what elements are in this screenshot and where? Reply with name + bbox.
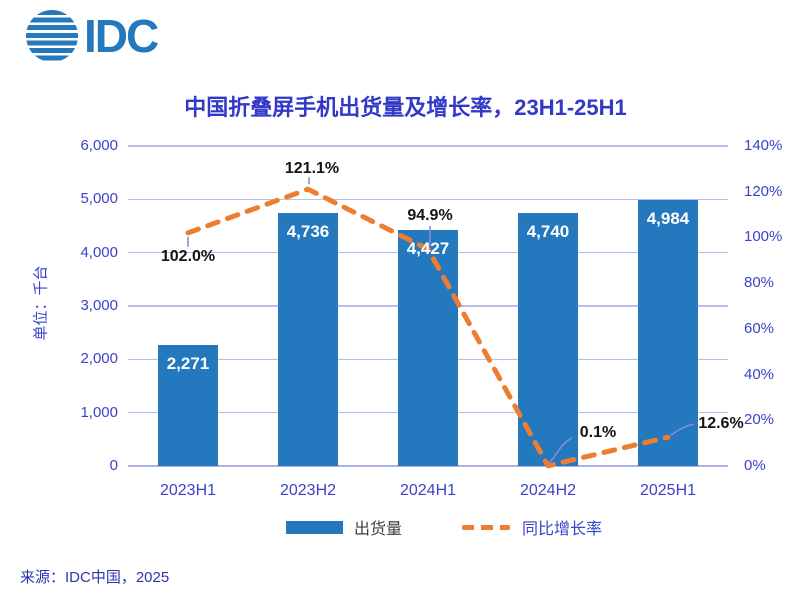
shipment-bar [398, 229, 458, 466]
shipment-bar [638, 200, 698, 466]
left-axis-tick-label: 5,000 [80, 190, 118, 208]
right-axis-tick-label: 140% [744, 137, 783, 154]
shipment-bar [518, 213, 578, 466]
x-axis-category-label: 2024H2 [519, 482, 577, 499]
dashed-line-swatch-icon [462, 524, 511, 530]
growth-rate-value-label: 121.1% [284, 160, 340, 178]
right-axis-tick-label: 100% [744, 228, 783, 246]
bar-swatch-icon [286, 520, 343, 534]
bar-value-label: 4,984 [646, 209, 690, 229]
bar-value-label: 4,740 [526, 222, 570, 242]
chart-title: 中国折叠屏手机出货量及增长率，23H1-25H1 [184, 95, 627, 120]
legend-label-growth-rate: 同比增长率 [522, 521, 603, 538]
x-axis-category-label: 2024H1 [399, 482, 457, 499]
right-axis-tick-label: 120% [744, 182, 783, 200]
left-axis-tick-label: 0 [109, 457, 118, 474]
bar-value-label: 2,271 [166, 353, 210, 373]
x-axis-category-label: 2025H1 [639, 482, 697, 499]
legend: 出货量 同比增长率 [286, 516, 602, 538]
left-axis-tick-label: 1,000 [80, 403, 118, 421]
source-note: 来源：IDC中国，2025 [20, 569, 170, 586]
idc-logo-text: IDC [84, 10, 159, 62]
growth-rate-value-label: 102.0% [160, 247, 216, 265]
legend-item-growth-rate: 同比增长率 [402, 515, 602, 539]
gridline [128, 145, 728, 147]
growth-rate-value-label: 12.6% [698, 415, 744, 433]
x-axis-category-label: 2023H2 [279, 482, 337, 499]
right-axis-tick-label: 80% [744, 274, 775, 292]
left-axis-tick-label: 3,000 [80, 297, 118, 314]
idc-logo: IDC [26, 10, 159, 62]
idc-globe-icon [26, 10, 78, 62]
bar-value-label: 4,736 [286, 222, 330, 242]
right-axis-tick-label: 40% [744, 365, 775, 383]
right-axis-tick-label: 0% [744, 457, 766, 474]
shipment-bar [278, 213, 338, 466]
right-axis-tick-label: 20% [744, 411, 775, 429]
growth-rate-value-label: 0.1% [579, 423, 617, 441]
growth-rate-value-label: 94.9% [407, 207, 453, 225]
legend-label-shipments: 出货量 [354, 521, 403, 538]
bar-value-label: 4,427 [406, 238, 450, 258]
left-axis-tick-label: 2,000 [80, 350, 118, 368]
legend-item-shipments: 出货量 [286, 515, 402, 539]
x-axis-category-label: 2023H1 [159, 482, 217, 499]
right-axis-tick-label: 60% [744, 319, 775, 337]
left-axis-tick-label: 6,000 [80, 137, 118, 154]
left-axis-tick-label: 4,000 [80, 243, 118, 261]
